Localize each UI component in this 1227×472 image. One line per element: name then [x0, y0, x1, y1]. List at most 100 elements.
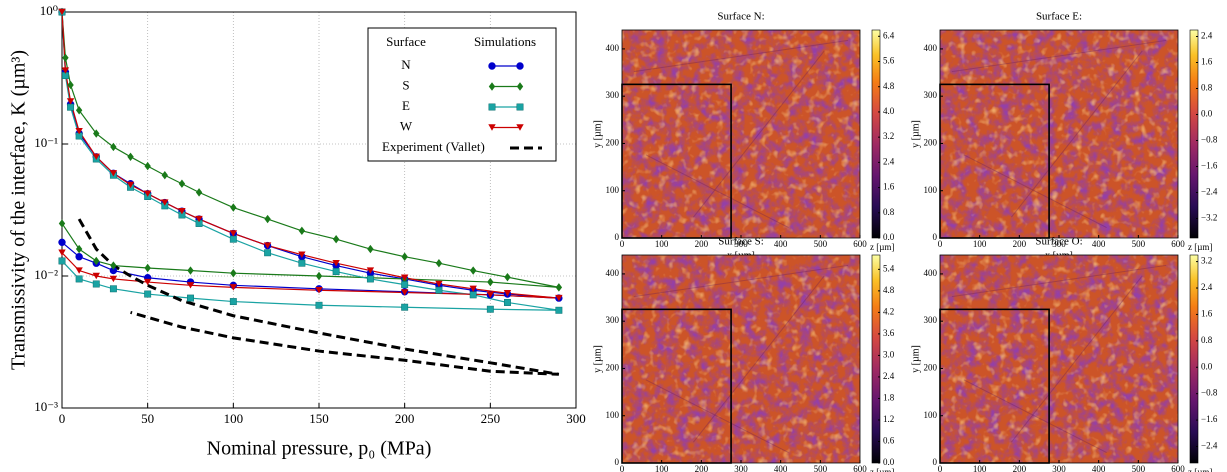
marker [143, 278, 152, 286]
marker [555, 283, 563, 292]
colorbar-tick-label: 0.0 [883, 457, 895, 467]
colorbar-label: z [µm] [1188, 467, 1212, 472]
y-tick-label: 10⁻³ [34, 399, 58, 414]
marker [332, 268, 340, 276]
marker [229, 230, 238, 237]
plot-frame [61, 11, 577, 409]
x-tick-label: 500 [814, 464, 828, 472]
marker [486, 291, 495, 299]
x-tick-label: 300 [734, 239, 748, 249]
marker [503, 290, 512, 297]
scratch [1011, 275, 1143, 443]
marker [92, 272, 100, 280]
marker [58, 219, 66, 228]
marker [298, 259, 306, 267]
scratch [963, 379, 1107, 454]
x-tick-label: 600 [853, 464, 867, 472]
highlight-box [939, 308, 1050, 464]
y-tick-label: 10⁻² [34, 267, 58, 282]
marker [315, 287, 323, 294]
x-tick-label: 300 [734, 464, 748, 472]
x-tick-label: 300 [1052, 464, 1066, 472]
y-axis-label: y [µm] [592, 345, 603, 373]
colorbar-tick-label: −1.6 [1201, 414, 1218, 424]
y-axis-label: y [µm] [910, 345, 921, 373]
marker [366, 267, 375, 274]
legend-label: W [400, 118, 413, 133]
y-tick-label: 200 [924, 138, 938, 148]
marker [67, 80, 74, 90]
scratch [633, 39, 849, 73]
colorbar [1189, 254, 1199, 464]
marker [264, 249, 272, 257]
colorbar-tick-label: 1.6 [1201, 57, 1213, 67]
colorbar-tick-label: −1.6 [1201, 161, 1218, 171]
x-tick-label: 100 [973, 464, 987, 472]
marker [435, 259, 443, 268]
x-tick-label: 100 [224, 411, 244, 426]
x-tick-label: 150 [309, 411, 329, 426]
marker [555, 294, 563, 302]
marker [555, 306, 563, 314]
marker [75, 106, 83, 115]
heatmap-texture [622, 30, 860, 238]
x-tick-label: 200 [395, 411, 415, 426]
legend-marker [516, 103, 524, 111]
marker [110, 261, 117, 270]
marker [93, 129, 100, 138]
marker [58, 238, 66, 247]
y-tick-label: 100 [924, 410, 938, 420]
marker [109, 170, 118, 177]
colorbar-tick-label: −2.4 [1201, 187, 1218, 197]
marker [144, 161, 151, 171]
marker [435, 286, 443, 294]
marker [186, 282, 195, 289]
colorbar-tick-label: 3.2 [1201, 256, 1212, 266]
marker [109, 285, 117, 293]
heatmap-texture [622, 255, 860, 463]
legend-label: N [401, 57, 411, 72]
marker [67, 103, 75, 111]
y-tick-label: 400 [924, 43, 938, 53]
colorbar-tick-label: 2.4 [1201, 31, 1213, 41]
colorbar-tick-label: −3.2 [1201, 213, 1217, 223]
x-tick-label: 500 [1132, 239, 1146, 249]
x-tick-label: 600 [1171, 464, 1185, 472]
marker [92, 280, 100, 288]
scratch [1011, 50, 1143, 218]
legend-marker [488, 124, 496, 131]
panel-title: Surface O: [1035, 236, 1082, 248]
y-tick-label: 300 [924, 315, 938, 325]
colorbar-tick-label: 1.6 [883, 182, 895, 192]
colorbar-tick-label: 0.8 [1201, 335, 1213, 345]
x-tick-label: 50 [141, 411, 154, 426]
x-tick-label: 400 [1092, 464, 1106, 472]
marker [400, 274, 409, 281]
scratch [951, 264, 1167, 298]
marker [58, 8, 66, 16]
y-axis-label: Transmissivity of the interface, K (µm³) [8, 50, 30, 370]
y-tick-label: 0 [933, 457, 938, 467]
marker [75, 244, 83, 254]
marker [315, 271, 323, 281]
y-tick-label: 10⁻¹ [34, 135, 58, 150]
y-tick-label: 0 [933, 232, 938, 242]
scratch [693, 275, 825, 443]
x-tick-label: 200 [1013, 464, 1027, 472]
marker [435, 280, 443, 288]
colorbar-label: z [µm] [1188, 242, 1212, 252]
marker [195, 215, 203, 223]
x-tick-label: 0 [620, 239, 625, 249]
marker [315, 301, 323, 309]
y-tick-label: 0 [615, 232, 620, 242]
x-tick-label: 300 [566, 411, 586, 426]
marker [469, 285, 477, 292]
x-tick-label: 0 [59, 411, 66, 426]
marker [93, 256, 100, 266]
y-tick-label: 300 [606, 315, 620, 325]
colorbar-tick-label: 1.8 [883, 393, 895, 403]
marker [230, 269, 237, 278]
y-tick-label: 400 [606, 268, 620, 278]
